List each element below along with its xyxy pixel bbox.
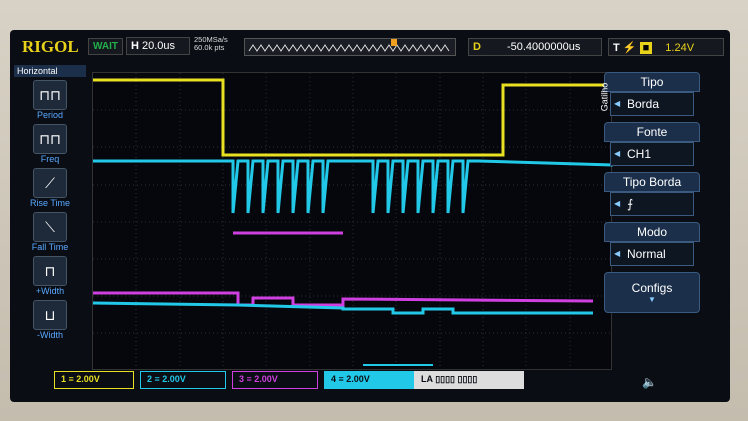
oscilloscope-screen: RIGOL WAIT H 20.0us 250MSa/s 60.0k pts D -…	[10, 30, 730, 402]
trigger-level: 1.24V	[665, 42, 695, 54]
menu-title: Fonte	[604, 122, 700, 142]
period-icon: ⊓⊓	[33, 80, 67, 110]
sound-icon[interactable]: 🔈	[642, 375, 657, 389]
menu-label: Period	[36, 110, 63, 120]
menu-value: ⨍	[610, 192, 694, 216]
rise-time-icon: ⟋	[33, 168, 67, 198]
menu-item-pos-width[interactable]: ⊓ +Width	[14, 256, 86, 296]
memory-overview	[244, 38, 456, 56]
ch1-trace	[93, 78, 613, 157]
menu-label: Rise Time	[29, 198, 70, 208]
menu-value: CH1	[610, 142, 694, 166]
menu-configs-label: Configs	[631, 281, 673, 295]
timebase-value: 20.0us	[142, 40, 176, 52]
menu-item-rise-time[interactable]: ⟋ Rise Time	[14, 168, 86, 208]
menu-title: Modo	[604, 222, 700, 242]
waveform-display[interactable]	[92, 72, 614, 371]
waveform-plot	[92, 73, 614, 371]
timebase-label: H	[131, 40, 139, 52]
ch2-scale[interactable]: 2 ≡ 2.00V	[140, 371, 226, 389]
delay-readout[interactable]: D -50.4000000us	[468, 38, 602, 56]
ch4-scale[interactable]: 4 ≡ 2.00V	[324, 371, 414, 389]
trigger-label: T	[613, 42, 620, 54]
sample-rate: 250MSa/s	[194, 35, 228, 44]
menu-configs[interactable]: Configs ▼	[604, 272, 700, 313]
ch2-trace	[93, 159, 614, 214]
delay-value: -50.4000000us	[506, 41, 581, 53]
menu-item-period[interactable]: ⊓⊓ Period	[14, 80, 86, 120]
neg-width-icon: ⊔	[33, 300, 67, 330]
acquisition-info: 250MSa/s 60.0k pts	[194, 36, 228, 52]
menu-side-label: Gatilho	[599, 82, 610, 112]
logic-analyzer-button[interactable]: LA ▯▯▯▯ ▯▯▯▯	[414, 371, 524, 389]
timebase-readout[interactable]: H 20.0us	[126, 37, 190, 55]
channel-scale: 2.00V	[254, 374, 278, 384]
freq-icon: ⊓⊓	[33, 124, 67, 154]
fall-time-icon: ⟍	[33, 212, 67, 242]
menu-value: Normal	[610, 242, 694, 266]
ch3-scale[interactable]: 3 ≡ 2.00V	[232, 371, 318, 389]
menu-title: Tipo	[604, 72, 700, 92]
left-menu-title: Horizontal	[14, 65, 86, 77]
ch1-scale[interactable]: 1 ≡ 2.00V	[54, 371, 134, 389]
menu-item-fall-time[interactable]: ⟍ Fall Time	[14, 212, 86, 252]
menu-modo[interactable]: ModoNormal	[604, 222, 700, 266]
delay-label: D	[473, 41, 481, 53]
graticule	[93, 73, 613, 371]
la-label: LA	[421, 374, 433, 384]
memory-depth: 60.0k pts	[194, 43, 225, 52]
memory-waveform	[248, 39, 450, 52]
channel-number: 4	[331, 374, 337, 384]
menu-item-neg-width[interactable]: ⊔ -Width	[14, 300, 86, 340]
chevron-down-icon: ▼	[648, 295, 656, 304]
ch3-lower-trace	[93, 291, 594, 307]
run-status: WAIT	[88, 38, 123, 55]
menu-title: Tipo Borda	[604, 172, 700, 192]
menu-item-freq[interactable]: ⊓⊓ Freq	[14, 124, 86, 164]
channel-number: 1	[61, 374, 67, 384]
digital-channels-icon: ▯▯▯▯ ▯▯▯▯	[435, 374, 478, 384]
ch4-trace	[92, 301, 593, 315]
rising-edge-icon: ⚡	[622, 42, 637, 54]
menu-label: Fall Time	[31, 242, 69, 252]
menu-label: Freq	[40, 154, 60, 164]
channel-scale: 2.00V	[162, 374, 186, 384]
menu-value: Borda	[610, 92, 694, 116]
brand-logo: RIGOL	[22, 37, 79, 56]
channel-scale: 2.00V	[76, 374, 100, 384]
left-menu: Horizontal ⊓⊓ Period ⊓⊓ Freq ⟋ Rise Time ⟍ F…	[14, 65, 86, 344]
menu-label: -Width	[36, 330, 63, 340]
menu-fonte[interactable]: FonteCH1	[604, 122, 700, 166]
channel-scale: 2.00V	[346, 374, 370, 384]
channel-number: 2	[147, 374, 153, 384]
trigger-readout[interactable]: T ⚡ ■ 1.24V	[608, 38, 724, 56]
pos-width-icon: ⊓	[33, 256, 67, 286]
menu-tipo-borda[interactable]: Tipo Borda⨍	[604, 172, 700, 216]
channel-number: 3	[239, 374, 245, 384]
ch1-source-icon: ■	[639, 42, 653, 54]
menu-label: +Width	[35, 286, 65, 296]
